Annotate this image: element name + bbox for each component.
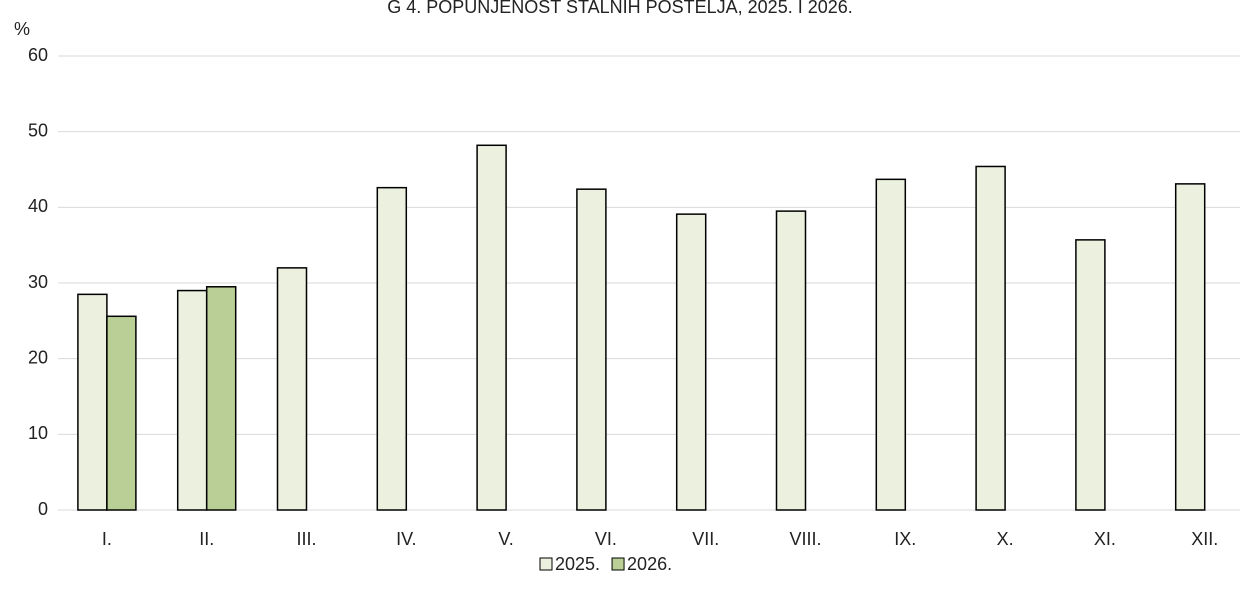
x-tick-label: III. <box>296 529 316 549</box>
x-tick-label: XII. <box>1191 529 1218 549</box>
x-tick-label: VI. <box>595 529 617 549</box>
x-tick-label: VIII. <box>789 529 821 549</box>
x-tick-label: IV. <box>396 529 416 549</box>
x-tick-label: XI. <box>1094 529 1116 549</box>
legend-swatch <box>539 557 553 571</box>
bar <box>576 188 607 511</box>
legend-label: 2025. <box>555 554 600 574</box>
legend-label: 2026. <box>627 554 672 574</box>
x-tick-label: I. <box>102 529 112 549</box>
x-tick-label: IX. <box>894 529 916 549</box>
x-tick-label: II. <box>199 529 214 549</box>
y-tick-label: 0 <box>38 499 48 519</box>
bar <box>77 293 108 511</box>
y-axis-label: % <box>14 19 30 39</box>
x-tick-label: X. <box>997 529 1014 549</box>
bar <box>1075 239 1106 511</box>
chart-title: G 4. POPUNJENOST STALNIH POSTELJA, 2025.… <box>387 0 853 17</box>
bar <box>106 315 137 511</box>
bar <box>775 210 807 511</box>
bar <box>476 144 507 511</box>
y-tick-label: 60 <box>28 45 48 65</box>
bar <box>675 213 707 511</box>
y-tick-label: 30 <box>28 272 48 292</box>
y-tick-label: 50 <box>28 120 48 140</box>
bar <box>276 267 308 511</box>
bar <box>875 178 907 511</box>
y-tick-label: 40 <box>28 196 48 216</box>
bar <box>1174 183 1206 511</box>
x-tick-label: V. <box>498 529 513 549</box>
y-tick-label: 10 <box>28 423 48 443</box>
bar <box>176 289 208 511</box>
legend-swatch <box>611 557 625 571</box>
x-tick-label: VII. <box>692 529 719 549</box>
bar <box>975 165 1006 511</box>
bar <box>205 286 237 511</box>
y-tick-label: 20 <box>28 347 48 367</box>
bar <box>376 186 408 511</box>
